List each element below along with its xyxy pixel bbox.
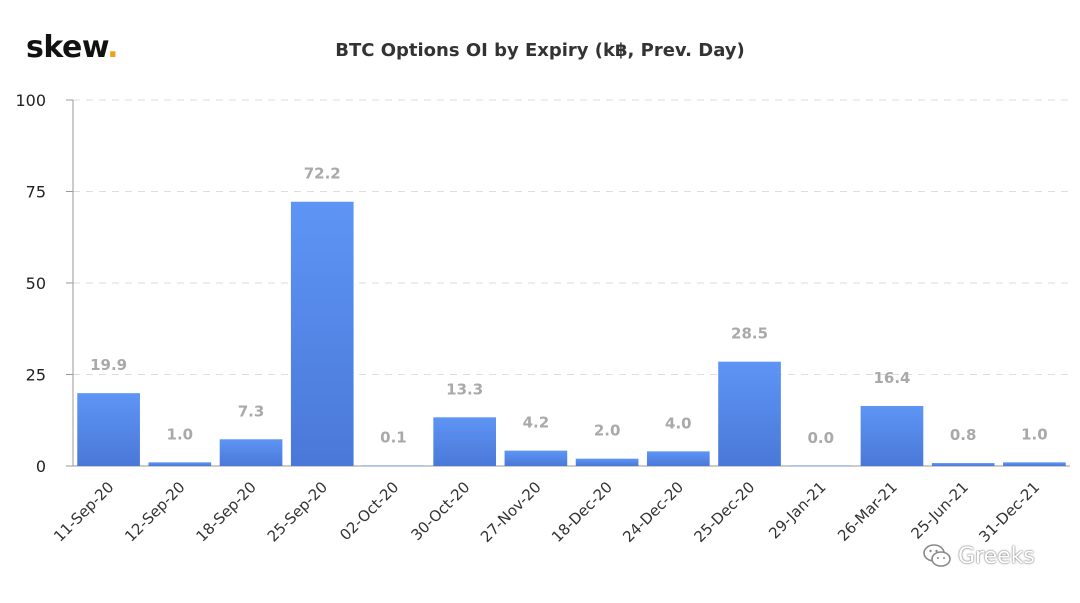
data-label: 2.0 (594, 422, 621, 440)
data-label: 4.0 (665, 414, 692, 432)
data-label: 1.0 (1021, 425, 1048, 443)
data-label: 13.3 (446, 380, 483, 398)
x-tick-label: 18-Sep-20 (192, 478, 259, 545)
x-tick-label: 26-Mar-21 (834, 478, 901, 545)
x-tick-label: 24-Dec-20 (619, 478, 687, 546)
x-tick-label: 18-Dec-20 (548, 478, 616, 546)
x-tick-label: 02-Oct-20 (336, 478, 402, 544)
watermark: Greeks (922, 543, 1035, 569)
data-label: 4.2 (523, 414, 550, 432)
bar (290, 201, 354, 467)
chart-title: BTC Options OI by Expiry (k฿, Prev. Day) (335, 40, 745, 61)
x-tick-label: 25-Sep-20 (264, 478, 331, 545)
bar (575, 458, 639, 466)
x-tick-label: 11-Sep-20 (50, 478, 117, 545)
x-tick-label: 25-Jun-21 (907, 478, 972, 543)
x-tick-label: 27-Nov-20 (477, 478, 545, 546)
bar (789, 465, 853, 466)
bar (77, 393, 140, 466)
data-label: 0.0 (807, 429, 834, 447)
logo-dot: . (107, 30, 119, 65)
y-tick-label: 50 (26, 274, 46, 293)
wechat-icon (923, 544, 951, 567)
x-tick-label: 29-Jan-21 (765, 478, 829, 542)
bar (433, 417, 497, 466)
data-label: 7.3 (238, 402, 265, 420)
x-tick-label: 31-Dec-21 (975, 478, 1043, 546)
y-tick-label: 100 (15, 91, 46, 110)
skew-logo: skew. (26, 30, 119, 65)
data-label: 72.2 (304, 165, 341, 183)
data-label: 1.0 (167, 425, 194, 443)
bar (1003, 462, 1066, 466)
bar (148, 462, 212, 466)
bar (646, 451, 710, 466)
bar (931, 463, 995, 466)
data-label: 0.8 (950, 426, 977, 444)
data-label: 19.9 (90, 356, 127, 374)
logo-text: skew (26, 30, 108, 65)
data-label: 0.1 (380, 429, 407, 447)
x-tick-label: 30-Oct-20 (407, 478, 473, 544)
bar (718, 361, 781, 466)
y-tick-label: 0 (36, 457, 46, 476)
data-label: 16.4 (873, 369, 910, 387)
bar (362, 465, 425, 466)
bar (219, 439, 283, 466)
watermark-text: Greeks (958, 543, 1035, 569)
y-tick-label: 25 (26, 366, 46, 385)
bar (504, 450, 568, 466)
bar (860, 405, 924, 466)
x-tick-label: 25-Dec-20 (690, 478, 758, 546)
x-tick-label: 12-Sep-20 (121, 478, 188, 545)
y-tick-label: 75 (26, 183, 46, 202)
data-label: 28.5 (731, 325, 768, 343)
